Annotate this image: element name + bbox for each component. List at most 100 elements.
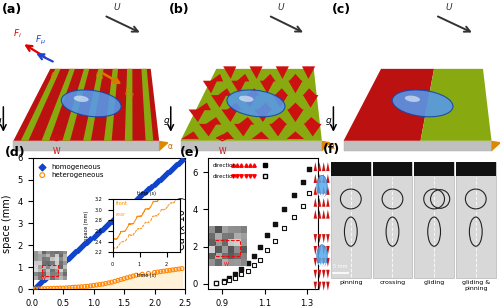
Polygon shape	[304, 124, 322, 136]
Text: crossing: crossing	[380, 280, 406, 285]
rear	[150, 216, 156, 219]
Polygon shape	[322, 246, 326, 255]
Text: g: g	[326, 116, 332, 125]
heterogeneous	[38, 286, 46, 291]
Polygon shape	[262, 74, 276, 81]
heterogeneous	[92, 282, 100, 287]
Legend: homogeneous, heterogeneous: homogeneous, heterogeneous	[36, 161, 106, 181]
heterogeneous	[65, 285, 73, 290]
FancyBboxPatch shape	[456, 162, 496, 278]
heterogeneous	[59, 285, 67, 290]
Text: gliding: gliding	[424, 280, 445, 285]
heterogeneous	[178, 266, 186, 271]
heterogeneous	[53, 286, 61, 291]
heterogeneous	[114, 278, 122, 283]
Bar	[42, 265, 58, 276]
Point	[256, 257, 264, 262]
Ellipse shape	[227, 90, 285, 117]
Polygon shape	[344, 141, 492, 151]
Polygon shape	[326, 162, 330, 171]
Polygon shape	[318, 282, 321, 291]
Polygon shape	[276, 66, 289, 79]
Polygon shape	[314, 174, 317, 183]
Polygon shape	[242, 95, 257, 108]
Polygon shape	[125, 69, 132, 141]
Polygon shape	[326, 270, 330, 279]
Polygon shape	[314, 270, 317, 279]
homogeneous	[114, 213, 122, 218]
Polygon shape	[203, 81, 217, 93]
heterogeneous	[138, 272, 146, 277]
homogeneous	[120, 208, 128, 213]
Polygon shape	[318, 198, 321, 207]
heterogeneous	[175, 267, 183, 271]
Polygon shape	[180, 141, 322, 151]
homogeneous	[102, 224, 110, 229]
Point	[212, 281, 220, 286]
homogeneous	[160, 174, 168, 178]
Polygon shape	[322, 210, 326, 218]
heterogeneous	[108, 280, 116, 285]
heterogeneous	[86, 283, 94, 288]
Polygon shape	[180, 69, 322, 141]
Polygon shape	[326, 258, 330, 267]
Polygon shape	[314, 234, 317, 243]
heterogeneous	[98, 282, 106, 287]
Polygon shape	[142, 69, 154, 141]
Polygon shape	[326, 198, 330, 207]
Polygon shape	[492, 141, 500, 151]
Polygon shape	[223, 66, 236, 79]
homogeneous	[90, 234, 98, 239]
Bar	[215, 240, 240, 256]
Polygon shape	[232, 81, 245, 93]
Polygon shape	[322, 282, 326, 291]
homogeneous	[148, 184, 156, 189]
Text: (c): (c)	[332, 3, 351, 16]
Polygon shape	[318, 270, 321, 279]
Text: direction: direction	[213, 162, 237, 167]
homogeneous	[50, 268, 58, 273]
Text: rear: rear	[116, 212, 126, 217]
heterogeneous	[123, 275, 131, 280]
heterogeneous	[50, 286, 58, 291]
homogeneous	[84, 239, 92, 244]
homogeneous	[105, 221, 113, 226]
Bar	[414, 162, 454, 176]
FancyBboxPatch shape	[372, 162, 412, 278]
Line: rear: rear	[112, 196, 180, 248]
Polygon shape	[318, 210, 321, 218]
Point	[256, 244, 264, 249]
Polygon shape	[322, 270, 326, 279]
Text: W: W	[218, 147, 226, 156]
Text: (f): (f)	[323, 143, 340, 156]
heterogeneous	[120, 276, 128, 281]
homogeneous	[126, 203, 134, 207]
Text: (d): (d)	[5, 146, 25, 159]
homogeneous	[92, 231, 100, 236]
X-axis label: time (s): time (s)	[137, 273, 156, 278]
Polygon shape	[326, 186, 330, 195]
heterogeneous	[96, 282, 104, 287]
heterogeneous	[71, 285, 79, 290]
rear	[151, 214, 157, 218]
heterogeneous	[150, 270, 158, 275]
front	[150, 201, 156, 205]
Polygon shape	[62, 69, 90, 141]
Point	[238, 272, 246, 277]
Text: direction: direction	[213, 174, 237, 179]
front	[110, 237, 116, 241]
Point	[280, 226, 287, 230]
Ellipse shape	[239, 95, 254, 102]
heterogeneous	[111, 279, 119, 284]
Text: W': W'	[40, 276, 47, 281]
heterogeneous	[47, 286, 55, 291]
Polygon shape	[199, 124, 216, 136]
Polygon shape	[260, 81, 274, 93]
Point	[244, 261, 252, 266]
Text: U: U	[278, 3, 284, 12]
Polygon shape	[322, 258, 326, 267]
Point	[271, 222, 279, 227]
homogeneous	[32, 284, 40, 289]
heterogeneous	[68, 285, 76, 290]
Text: g: g	[0, 116, 2, 125]
